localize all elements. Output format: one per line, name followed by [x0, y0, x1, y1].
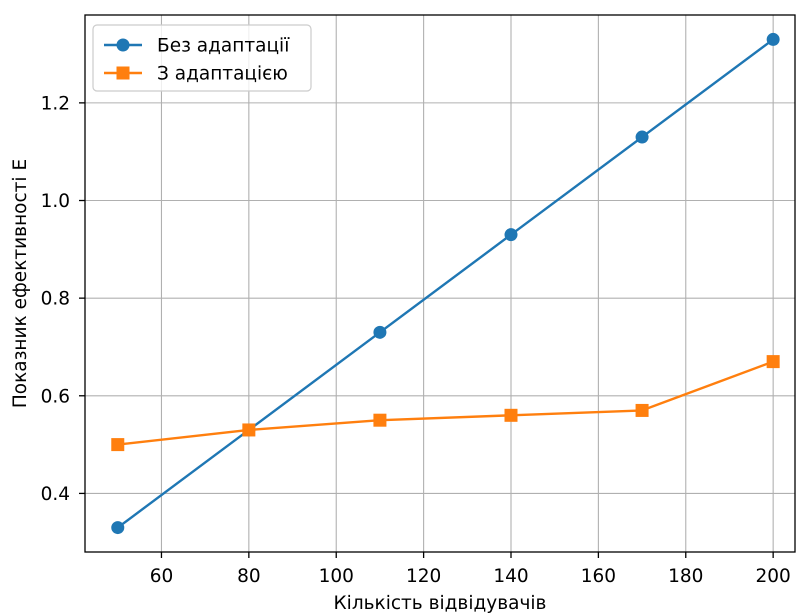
tick-marks — [79, 102, 774, 558]
legend-entry: Без адаптації — [104, 36, 290, 57]
y-tick-label: 1.2 — [41, 93, 70, 114]
x-tick-label: 140 — [493, 566, 528, 587]
legend-marker — [116, 66, 130, 80]
data-series — [111, 32, 780, 535]
data-point — [504, 408, 518, 422]
legend-frame — [92, 24, 312, 92]
data-point — [373, 413, 387, 427]
data-point — [635, 130, 649, 144]
x-tick-label: 100 — [319, 566, 354, 587]
series-line — [117, 360, 774, 446]
x-tick-label: 80 — [237, 566, 261, 587]
y-tick-label: 0.4 — [41, 484, 70, 505]
data-point — [766, 32, 780, 46]
x-tick-label: 120 — [406, 566, 441, 587]
y-tick-label: 0.8 — [41, 289, 70, 310]
y-tick-label: 0.6 — [41, 386, 70, 407]
tick-labels: 60 80 100 120 140 160 180 200 0.4 0.6 0.8 1.0 1.2 — [41, 93, 791, 587]
x-tick-label: 200 — [755, 566, 790, 587]
legend-label: Без адаптації — [157, 36, 290, 57]
data-point — [766, 355, 780, 369]
legend: Без адаптації З адаптацією — [92, 24, 312, 92]
gridlines — [85, 15, 795, 552]
y-tick-label: 1.0 — [41, 191, 70, 212]
data-point — [111, 521, 125, 535]
series-line — [117, 38, 774, 529]
x-tick-label: 160 — [581, 566, 616, 587]
axes-frame — [84, 14, 796, 553]
x-axis-label: Кількість відвідувачів — [334, 593, 547, 614]
series-1 — [111, 32, 780, 535]
data-point — [504, 228, 518, 242]
series-2 — [111, 355, 780, 452]
data-point — [111, 438, 125, 452]
legend-label: З адаптацією — [157, 64, 288, 85]
legend-entry: З адаптацією — [104, 64, 288, 85]
data-point — [635, 403, 649, 417]
y-axis-label: Показник ефективності E — [10, 159, 31, 408]
data-point — [373, 325, 387, 339]
x-tick-label: 60 — [150, 566, 174, 587]
data-point — [242, 423, 256, 437]
x-tick-label: 180 — [668, 566, 703, 587]
legend-marker — [116, 38, 130, 52]
